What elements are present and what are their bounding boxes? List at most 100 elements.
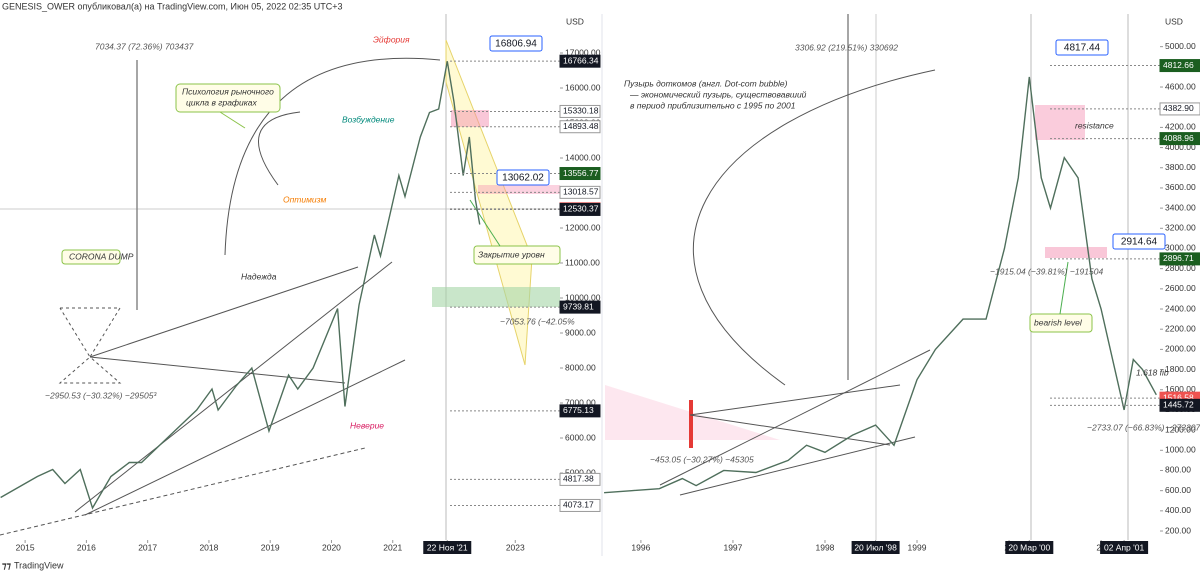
price-tag-label: 1516.58 <box>1163 392 1194 402</box>
x-tick-label: 2017 <box>138 542 157 552</box>
price-tag-label: 15330.18 <box>563 106 599 116</box>
x-tick-label: 2016 <box>77 542 96 552</box>
annotation: Возбуждение <box>342 114 395 124</box>
callout <box>1112 233 1166 250</box>
annotation: Оптимизм <box>283 194 327 204</box>
x-tick-label: 22 Ноя '21 <box>427 542 468 552</box>
annotation: Пузырь доткомов (англ. Dot-com bubble) <box>624 78 788 88</box>
price-tag-label: 4088.96 <box>1163 133 1194 143</box>
annotation: −7053.76 (−42.05% <box>500 316 575 326</box>
note-box <box>61 249 121 265</box>
y-tick-label: 4000.00 <box>1165 142 1196 152</box>
trend-line <box>74 261 393 513</box>
price-tag <box>559 202 601 216</box>
annotation: в период приблизительно с 1995 по 2001 <box>630 100 796 110</box>
corona-shape <box>58 307 122 384</box>
y-tick-label: 3000.00 <box>1165 243 1196 253</box>
price-tag-label: 12530.37 <box>563 204 599 214</box>
price-tag <box>559 120 601 134</box>
price-tag <box>559 498 601 512</box>
annotation: −1915.04 (−39.81%) −191504 <box>990 266 1103 276</box>
price-axis <box>560 14 600 540</box>
cycle-curve <box>257 111 301 186</box>
y-tick-label: 2800.00 <box>1165 263 1196 273</box>
annotation: resistance <box>1075 120 1114 130</box>
y-tick-label: 6000.00 <box>565 432 596 442</box>
cycle-curve <box>224 57 441 256</box>
y-tick-label: 800.00 <box>1165 465 1191 475</box>
zone <box>1035 105 1085 140</box>
price-tag-label: 4812.66 <box>1163 60 1194 70</box>
annotation: цикла в графиках <box>186 97 257 107</box>
price-tag <box>559 185 601 199</box>
annotation: — экономический пузырь, существовавший <box>629 89 807 99</box>
annotation: Неверие <box>350 420 384 430</box>
callout <box>496 169 550 186</box>
price-tag-label: 16766.34 <box>563 55 599 65</box>
annotation: Психология рыночного <box>182 86 274 96</box>
note-pointer <box>219 111 246 129</box>
note-box <box>175 83 281 113</box>
callout-label: 13062.02 <box>502 173 544 184</box>
x-tick-label: 1999 <box>908 542 927 552</box>
y-tick-label: 1800.00 <box>1165 364 1196 374</box>
x-tick-label: 2021 <box>383 542 402 552</box>
y-tick-label: 2600.00 <box>1165 283 1196 293</box>
y-tick-label: 8000.00 <box>565 362 596 372</box>
price-tag <box>559 167 601 181</box>
price-tag <box>1159 102 1200 116</box>
callout-label: 4817.44 <box>1064 43 1101 54</box>
x-tick-label: 2023 <box>506 542 525 552</box>
zone <box>451 110 489 127</box>
price-tag <box>1159 132 1200 146</box>
x-tick-label: 1998 <box>816 542 835 552</box>
y-tick-label: 1600.00 <box>1165 384 1196 394</box>
drop-marker <box>689 400 693 448</box>
y-tick-label: 3800.00 <box>1165 162 1196 172</box>
y-tick-label: 2000.00 <box>1165 344 1196 354</box>
price-line <box>0 61 481 510</box>
callout <box>489 35 543 52</box>
trend-line <box>679 436 916 496</box>
zone <box>432 287 560 307</box>
note-pointer <box>469 199 501 247</box>
x-tick-label: 2020 <box>322 542 341 552</box>
trend-line <box>0 447 366 536</box>
x-tick-label: 2019 <box>261 542 280 552</box>
trend-line <box>89 266 359 358</box>
y-tick-label: 2400.00 <box>1165 303 1196 313</box>
price-tag-label: 14893.48 <box>563 121 599 131</box>
annotation: Эйфория <box>373 34 410 44</box>
x-tick-label: 2015 <box>16 542 35 552</box>
price-tag-label: 1445.72 <box>1163 400 1194 410</box>
note-box <box>473 245 561 265</box>
header: GENESIS_OWER опубликовал(а) на TradingVi… <box>2 1 343 11</box>
callout <box>1055 39 1109 56</box>
zone <box>478 185 560 194</box>
x-tick-label: 20 Мар '00 <box>1008 542 1050 552</box>
y-tick-label: 9000.00 <box>565 327 596 337</box>
callout-label: 16806.94 <box>495 39 537 50</box>
annotation: 7034.37 (72.36%) 703437 <box>95 41 194 51</box>
x-tick-label: 1997 <box>723 542 742 552</box>
annotation: −2733.07 (−66.83%) −273307 <box>1087 422 1200 432</box>
x-tick-highlight <box>1005 541 1054 554</box>
price-tag <box>1159 59 1200 73</box>
y-tick-label: 200.00 <box>1165 525 1191 535</box>
y-tick-label: 4200.00 <box>1165 122 1196 132</box>
trend-line <box>689 384 901 416</box>
note-box <box>1029 313 1093 333</box>
price-tag <box>559 300 601 314</box>
annotation: −2950.53 (−30.32%) −29505³ <box>45 390 157 400</box>
price-tag-label: 4382.90 <box>1163 103 1194 113</box>
x-tick-highlight <box>851 541 900 554</box>
y-tick-label: 12000.00 <box>565 222 601 232</box>
footer: TradingView <box>14 560 64 570</box>
y-tick-label: 4600.00 <box>1165 81 1196 91</box>
x-tick-label: 02 Апр '01 <box>1104 542 1145 552</box>
price-tag <box>559 104 601 118</box>
y-tick-label: 2200.00 <box>1165 323 1196 333</box>
price-tag <box>559 404 601 418</box>
annotation: 3306.92 (219.51%) 330692 <box>795 42 898 52</box>
